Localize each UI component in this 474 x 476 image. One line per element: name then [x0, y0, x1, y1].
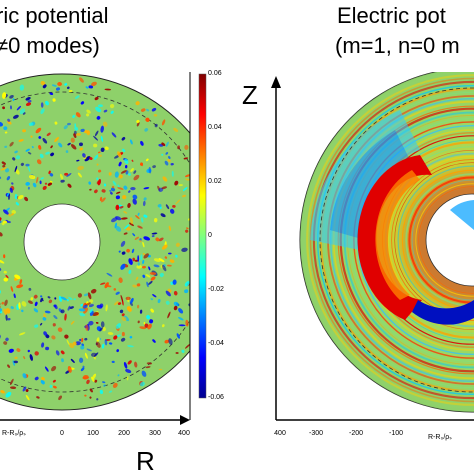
right-plot — [276, 68, 474, 420]
left-axis-label: R-R₀/ρₛ — [2, 430, 26, 438]
left-x-tick: 300 — [149, 430, 161, 438]
left-plot — [0, 72, 230, 420]
right-x-tick: 400 — [274, 430, 286, 438]
right-axis-label: R-R₀/ρₛ — [428, 434, 452, 442]
right-x-tick: -300 — [309, 430, 323, 438]
left-x-tick: 0 — [60, 430, 64, 438]
left-title-line1: ric potential — [0, 4, 109, 28]
colorbar-tick: -0.04 — [208, 340, 224, 348]
colorbar-tick: -0.06 — [208, 394, 224, 402]
left-x-tick: 400 — [178, 430, 190, 438]
right-x-tick: -200 — [349, 430, 363, 438]
right-title-line2: (m=1, n=0 m — [335, 34, 460, 58]
colorbar-tick: 0.06 — [208, 70, 222, 78]
right-title-line1: Electric pot — [337, 4, 446, 28]
left-x-tick: 100 — [87, 430, 99, 438]
left-x-tick: 200 — [118, 430, 130, 438]
right-x-tick: -100 — [389, 430, 403, 438]
colorbar-tick: 0.02 — [208, 178, 222, 186]
colorbar — [199, 74, 206, 398]
left-inner-hole — [24, 204, 100, 280]
colorbar-tick: 0 — [208, 232, 212, 240]
z-axis-label: Z — [242, 82, 258, 108]
colorbar-tick: -0.02 — [208, 286, 224, 294]
colorbar-tick: 0.04 — [208, 124, 222, 132]
r-axis-label: R — [136, 448, 155, 474]
left-title-line2: ≠0 modes) — [0, 34, 100, 58]
